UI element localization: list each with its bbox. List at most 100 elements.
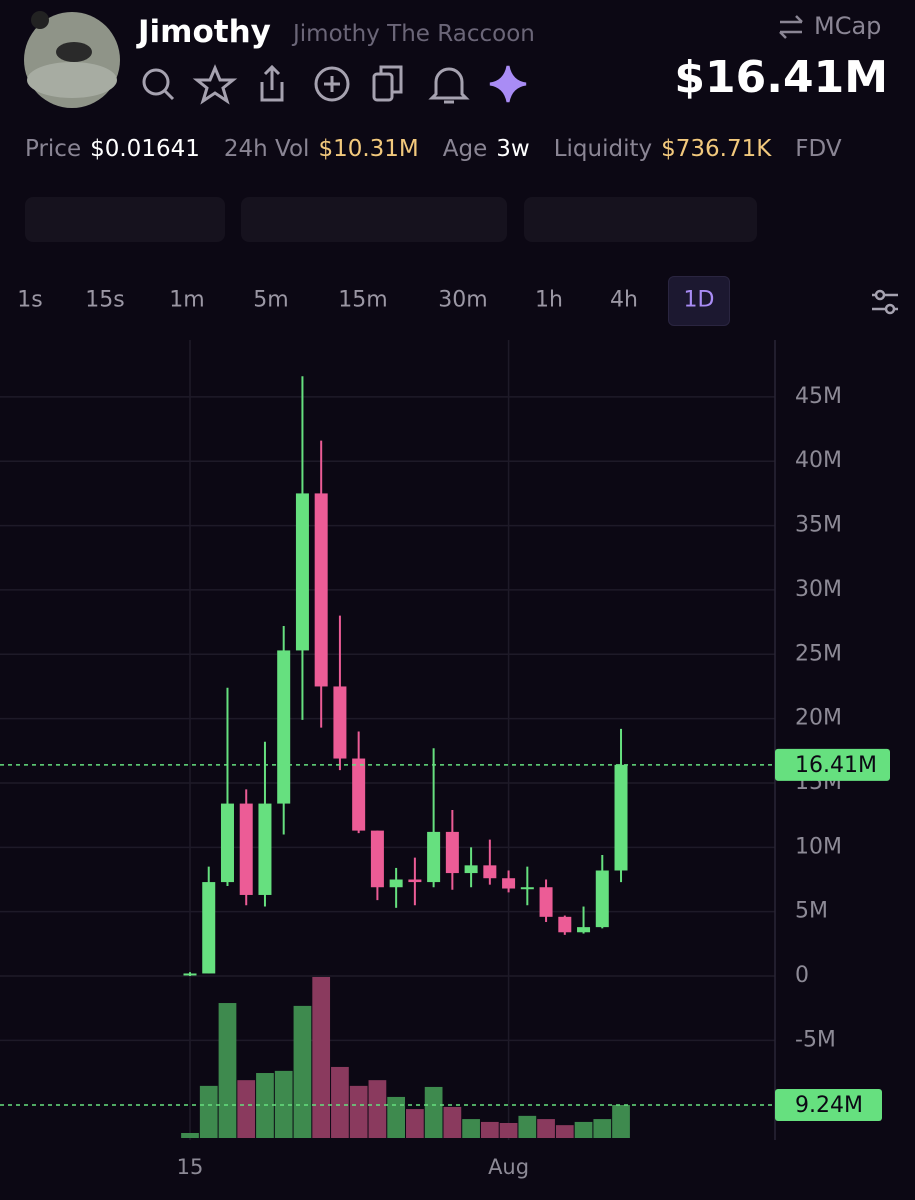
stat-label: Age [442,136,488,162]
market-cap: $16.41M [674,52,888,103]
volume-bar [387,1096,406,1138]
timeframe[interactable]: 1h [535,287,563,313]
volume-label: 9.24M [795,1093,863,1118]
volume-bar [218,1003,237,1138]
search-icon[interactable] [142,68,175,101]
candle-body [314,493,328,687]
y-tick-label: 35M [795,513,842,538]
y-tick-label: 40M [795,448,842,473]
volume-bar [480,1121,499,1138]
y-tick-label: -5M [795,1027,836,1052]
candle-body [464,865,478,874]
price-label: 16.41M [795,753,877,778]
timeframe[interactable]: 1s [17,287,43,313]
stat-value: $0.01641 [90,136,200,162]
placeholder [524,197,757,242]
x-tick-label: 15 [177,1155,204,1179]
y-tick-label: 45M [795,384,842,409]
timeframe[interactable]: 5m [253,287,289,313]
timeframe[interactable]: 15s [85,287,125,313]
metric-toggle[interactable]: MCap [814,12,882,40]
y-tick-label: 10M [795,834,842,859]
stat-label: 24h Vol [223,136,310,162]
candle-body [539,887,553,917]
volume-bar [574,1121,593,1138]
placeholder [25,197,225,242]
settings-icon[interactable] [870,288,900,316]
volume-bar [312,976,331,1138]
stats-row: Price $0.01641 24h Vol $10.31M Age 3w Liquidit… [25,136,842,162]
volume-bar [518,1115,537,1138]
y-tick-label: 20M [795,706,842,731]
candle-body [220,803,234,883]
candle-body [295,493,309,651]
y-tick-label: 30M [795,577,842,602]
stat-value: 3w [496,136,530,162]
add-icon[interactable] [314,66,350,102]
token-name: Jimothy [138,14,271,50]
token-full-name: Jimothy The Raccoon [293,21,535,47]
action-icons [142,64,527,105]
candle-body [558,916,572,933]
stat-label: FDV [795,136,842,162]
volume-bar [555,1125,574,1138]
stat: FDV [795,136,841,162]
timeframe[interactable]: 1D [683,287,715,313]
candle-body [483,865,497,879]
toggle-icon[interactable] [776,12,806,42]
volume-bar [293,1005,312,1138]
ai-icon[interactable] [489,65,527,103]
timeframe-highlight [668,276,730,326]
candle-body [408,879,422,883]
copy-icon[interactable] [372,65,403,102]
stat-label: Liquidity [553,136,653,162]
stat: 24h Vol $10.31M [224,136,419,162]
timeframe[interactable]: 15m [338,287,388,313]
star-icon[interactable] [192,64,238,105]
avatar[interactable] [22,10,122,110]
avatar-ground [27,62,117,98]
volume-bar [593,1119,612,1138]
candle-body [277,650,291,804]
x-tick-label: Aug [488,1155,529,1179]
volume-bar [237,1080,256,1138]
y-tick-label: 0 [795,963,809,988]
placeholder [241,197,507,242]
candle-body [427,831,441,883]
candle-body [445,831,459,874]
timeframe[interactable]: 30m [438,287,488,313]
volume-bar [462,1119,480,1138]
stat: Age 3w [443,136,530,162]
volume-bar [612,1105,630,1138]
bell-icon[interactable] [428,67,470,104]
candle-body [258,803,272,895]
stat: Liquidity $736.71K [554,136,772,162]
timeframe[interactable]: 4h [610,287,638,313]
volume-bar [331,1066,349,1138]
volume-label-box [775,1089,882,1122]
timeframe[interactable]: 1m [169,287,205,313]
stat-value: $736.71K [661,136,772,162]
candle-body [614,764,628,871]
share-icon[interactable] [260,64,284,102]
y-tick-label: 25M [795,641,842,666]
candle-body [389,879,403,888]
volume-bar [499,1123,518,1138]
candle-body [520,887,534,890]
candle-body [595,870,609,928]
stat-label: Price [25,136,82,162]
volume-bar [443,1106,462,1138]
volume-bar [368,1080,387,1138]
avatar-raccoon [56,42,92,62]
price-label-box [775,748,890,781]
candle-body [202,882,216,974]
y-tick-label: 5M [795,899,828,924]
chain-badge [31,11,49,29]
candle-body [239,803,253,895]
stat: Price $0.01641 [25,136,200,162]
volume-bar [199,1085,218,1138]
candle-body [333,686,347,759]
volume-bar [406,1109,424,1138]
